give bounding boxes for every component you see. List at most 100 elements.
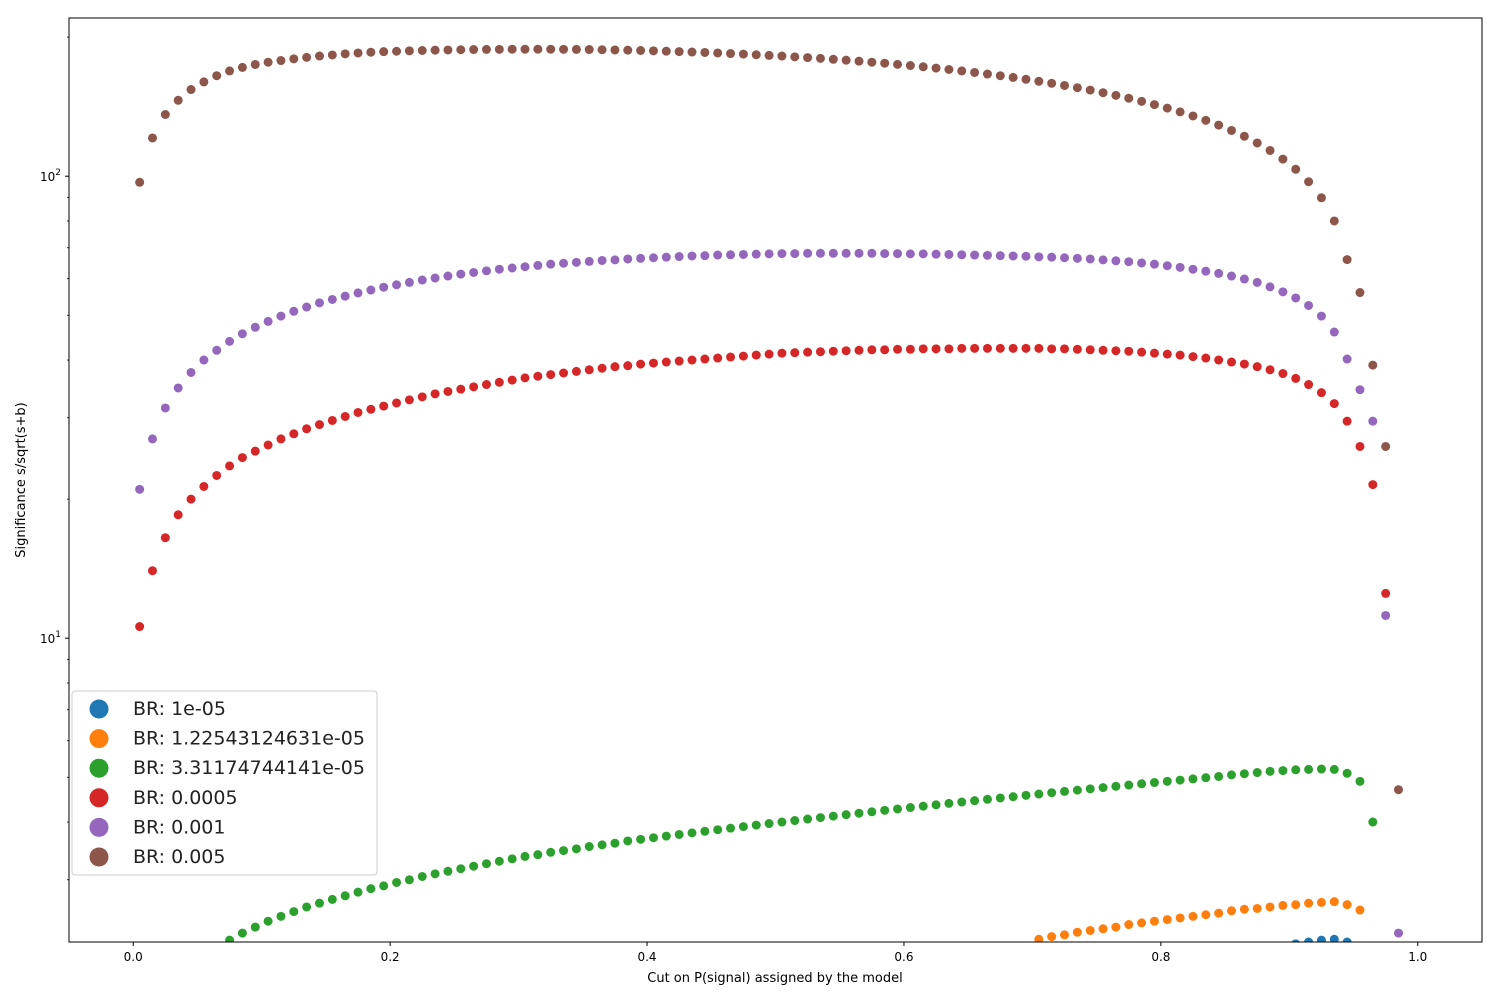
data-point bbox=[520, 262, 530, 272]
data-point bbox=[1085, 784, 1095, 794]
data-point bbox=[893, 249, 903, 259]
data-point bbox=[1060, 930, 1070, 940]
data-point bbox=[700, 826, 710, 836]
data-point bbox=[661, 46, 671, 56]
data-point bbox=[931, 344, 941, 354]
data-point bbox=[1060, 786, 1070, 796]
legend-label: BR: 0.0005 bbox=[133, 787, 238, 809]
x-axis-label: Cut on P(signal) assigned by the model bbox=[647, 971, 902, 986]
data-point bbox=[340, 291, 350, 301]
data-point bbox=[250, 922, 260, 932]
data-point bbox=[1008, 72, 1018, 82]
data-point bbox=[700, 354, 710, 364]
data-point bbox=[1329, 399, 1339, 409]
data-point bbox=[648, 833, 658, 843]
data-point bbox=[687, 251, 697, 261]
data-point bbox=[995, 343, 1005, 353]
data-point bbox=[1047, 252, 1057, 262]
data-point bbox=[225, 66, 235, 76]
data-point bbox=[173, 383, 183, 393]
data-point bbox=[841, 810, 851, 820]
data-point bbox=[713, 250, 723, 260]
legend-marker bbox=[89, 817, 109, 837]
legend-marker bbox=[89, 847, 109, 867]
data-point bbox=[456, 384, 466, 394]
data-point bbox=[687, 828, 697, 838]
data-point bbox=[1239, 769, 1249, 779]
data-point bbox=[1252, 362, 1262, 372]
data-point bbox=[1368, 480, 1378, 490]
data-point bbox=[1239, 904, 1249, 914]
data-point bbox=[559, 368, 569, 378]
data-point bbox=[353, 48, 363, 58]
data-point bbox=[533, 850, 543, 860]
legend-label: BR: 1.22543124631e-05 bbox=[133, 728, 365, 750]
data-point bbox=[1214, 908, 1224, 918]
data-point bbox=[237, 62, 247, 72]
data-point bbox=[944, 798, 954, 808]
data-point bbox=[1381, 441, 1391, 451]
data-point bbox=[173, 95, 183, 105]
legend-frame bbox=[71, 690, 378, 876]
legend-marker bbox=[89, 729, 109, 749]
data-point bbox=[1252, 138, 1262, 148]
data-point bbox=[1265, 282, 1275, 292]
data-point bbox=[507, 854, 517, 864]
data-point bbox=[1149, 100, 1159, 110]
data-point bbox=[584, 256, 594, 266]
data-point bbox=[931, 800, 941, 810]
data-point bbox=[1394, 785, 1403, 795]
data-point bbox=[636, 834, 646, 844]
data-point bbox=[289, 306, 299, 316]
data-point bbox=[1342, 768, 1352, 778]
data-point bbox=[571, 844, 581, 854]
data-point bbox=[417, 871, 427, 881]
data-point bbox=[366, 285, 376, 295]
data-point bbox=[302, 52, 312, 62]
axis-ticks: 0.0 0.2 0.4 0.6 0.8 1.0 101 102 bbox=[40, 36, 1427, 964]
data-point bbox=[648, 253, 658, 263]
data-point bbox=[1239, 359, 1249, 369]
data-point bbox=[1316, 311, 1326, 321]
data-point bbox=[944, 249, 954, 259]
data-point bbox=[302, 302, 312, 312]
data-point bbox=[931, 63, 941, 73]
data-point bbox=[314, 298, 324, 308]
data-point bbox=[854, 56, 864, 66]
data-point bbox=[135, 177, 145, 187]
data-point bbox=[584, 842, 594, 852]
data-point bbox=[815, 248, 825, 258]
data-point bbox=[469, 267, 479, 277]
data-point bbox=[1124, 920, 1134, 930]
data-point bbox=[135, 622, 145, 632]
data-point bbox=[661, 831, 671, 841]
data-point bbox=[160, 110, 170, 119]
data-point bbox=[970, 796, 980, 806]
data-point bbox=[1111, 256, 1121, 266]
data-point bbox=[546, 847, 556, 857]
data-point bbox=[957, 250, 967, 260]
legend-marker bbox=[89, 758, 109, 778]
data-point bbox=[738, 49, 748, 59]
y-tick-label: 102 bbox=[40, 168, 61, 184]
data-point bbox=[1201, 910, 1211, 920]
data-point bbox=[648, 358, 658, 368]
data-point bbox=[597, 255, 607, 265]
data-point bbox=[314, 898, 324, 908]
data-point bbox=[1342, 354, 1352, 364]
data-point bbox=[276, 311, 286, 321]
data-point bbox=[135, 484, 145, 494]
y-axis-label: Significance s/sqrt(s+b) bbox=[14, 402, 29, 557]
plot-frame bbox=[68, 17, 1483, 943]
data-point bbox=[494, 44, 504, 54]
data-point bbox=[160, 533, 170, 543]
data-point bbox=[392, 398, 402, 408]
data-point bbox=[469, 861, 479, 871]
data-point bbox=[1149, 778, 1159, 788]
data-point bbox=[970, 343, 980, 353]
data-point bbox=[636, 253, 646, 263]
data-point bbox=[738, 249, 748, 259]
y-tick-label: 101 bbox=[40, 630, 61, 646]
data-point bbox=[1124, 93, 1134, 103]
data-point bbox=[1008, 343, 1018, 353]
